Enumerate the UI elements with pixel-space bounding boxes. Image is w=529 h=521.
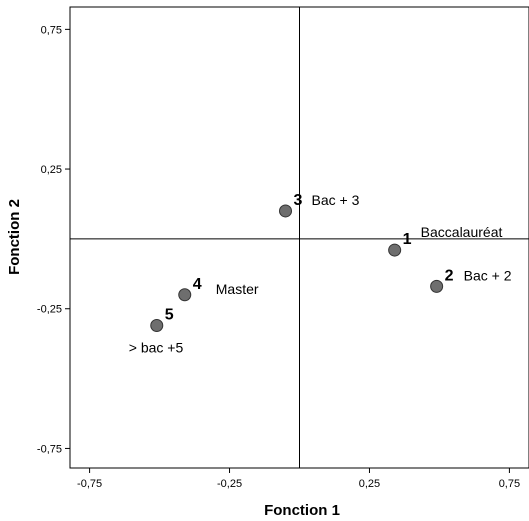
point-id-label: 1: [403, 231, 412, 248]
y-axis-label: Fonction 2: [6, 199, 23, 275]
data-points: 1 Baccalauréat 2 Bac + 2 3 Bac + 3 4 Master 5 > b…: [129, 192, 512, 356]
y-axis-ticks: 0,75 0,25 -0,25 -0,75: [37, 24, 70, 455]
point-marker: [279, 204, 293, 218]
y-tick-label: 0,75: [41, 24, 62, 36]
x-tick-label: -0,25: [217, 478, 242, 490]
x-tick-label: 0,75: [499, 478, 520, 490]
point-marker: [150, 319, 164, 333]
point-id-label: 2: [445, 267, 454, 284]
data-point-1: 1 Baccalauréat: [388, 224, 503, 257]
data-point-5: 5 > bac +5: [129, 307, 184, 356]
y-tick-label: 0,25: [41, 164, 62, 176]
data-point-2: 2 Bac + 2: [430, 267, 512, 293]
point-id-label: 5: [165, 307, 174, 324]
point-category-label: Baccalauréat: [421, 224, 503, 240]
y-tick-label: -0,25: [37, 304, 62, 316]
point-category-label: Bac + 3: [312, 192, 360, 208]
y-tick-label: -0,75: [37, 443, 62, 455]
point-marker: [388, 243, 402, 257]
x-tick-label: 0,25: [359, 478, 380, 490]
x-axis-label: Fonction 1: [264, 502, 340, 519]
point-marker: [178, 288, 192, 302]
point-id-label: 3: [294, 192, 303, 209]
point-category-label: Master: [216, 281, 259, 297]
x-axis-ticks: -0,75 -0,25 0,25 0,75: [77, 468, 520, 490]
point-category-label: > bac +5: [129, 340, 184, 356]
point-category-label: Bac + 2: [464, 267, 512, 283]
data-point-3: 3 Bac + 3: [279, 192, 360, 218]
data-point-4: 4 Master: [178, 276, 259, 302]
point-id-label: 4: [193, 276, 202, 293]
x-tick-label: -0,75: [77, 478, 102, 490]
point-marker: [430, 279, 444, 293]
